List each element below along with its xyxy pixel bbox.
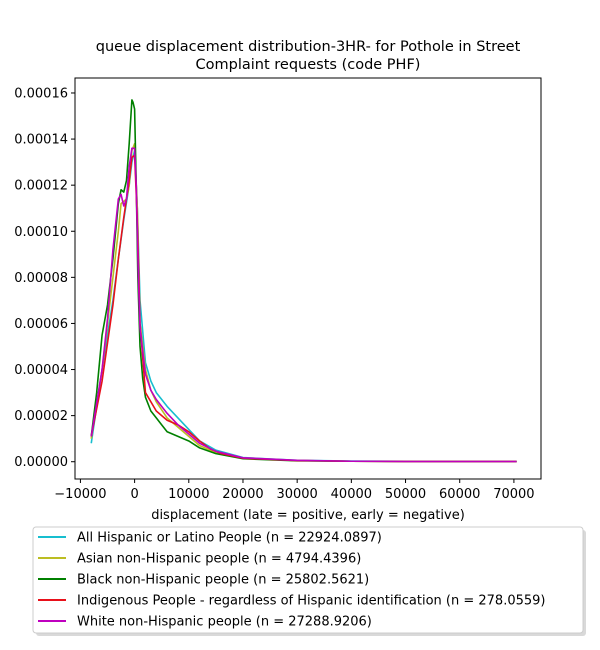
y-tick-label: 0.00008 (14, 271, 68, 286)
x-axis-label: displacement (late = positive, early = n… (151, 508, 465, 523)
legend-label-3: Indigenous People - regardless of Hispan… (77, 594, 546, 609)
y-tick-label: 0.00006 (14, 317, 68, 332)
y-tick-label: 0.00004 (14, 363, 68, 378)
x-tick-label: 40000 (331, 487, 372, 502)
y-tick-label: 0.00012 (14, 179, 68, 194)
series-line-1 (90, 142, 517, 463)
x-tick-label: 0 (130, 487, 138, 502)
y-tick-label: 0.00000 (14, 455, 68, 470)
y-tick-label: 0.00002 (14, 409, 68, 424)
chart-title-line: Complaint requests (code PHF) (196, 57, 421, 73)
series-line-4 (90, 147, 517, 463)
series-line-2 (90, 99, 517, 463)
x-tick-label: −10000 (54, 487, 106, 502)
x-axis: −10000 0 10000 20000 30000 40000 50000 60000 700… (54, 479, 535, 502)
x-tick-label: 50000 (385, 487, 426, 502)
x-tick-label: 20000 (222, 487, 263, 502)
y-tick-label: 0.00014 (14, 133, 68, 148)
legend-label-1: Asian non-Hispanic people (n = 4794.4396… (77, 552, 361, 567)
x-tick-label: 10000 (168, 487, 209, 502)
legend-label-2: Black non-Hispanic people (n = 25802.562… (77, 573, 369, 588)
plot-series (90, 99, 517, 463)
chart-title-line: queue displacement distribution-3HR- for… (96, 39, 521, 55)
x-tick-label: 30000 (276, 487, 317, 502)
chart-title: queue displacement distribution-3HR- for… (96, 39, 521, 73)
x-tick-label: 70000 (493, 487, 534, 502)
y-axis: 0.00000 0.00002 0.00004 0.00006 0.00008 0.000… (14, 86, 75, 470)
y-tick-label: 0.00016 (14, 86, 68, 101)
legend: All Hispanic or Latino People (n = 22924… (32, 526, 586, 636)
legend-label-0: All Hispanic or Latino People (n = 22924… (77, 531, 382, 546)
x-tick-label: 60000 (439, 487, 480, 502)
legend-label-4: White non-Hispanic people (n = 27288.920… (77, 615, 372, 630)
y-tick-label: 0.00010 (14, 225, 68, 240)
series-line-0 (90, 149, 517, 463)
legend-box (32, 526, 584, 634)
legend-entries: All Hispanic or Latino People (n = 22924… (38, 531, 546, 630)
plot-frame (74, 77, 542, 480)
